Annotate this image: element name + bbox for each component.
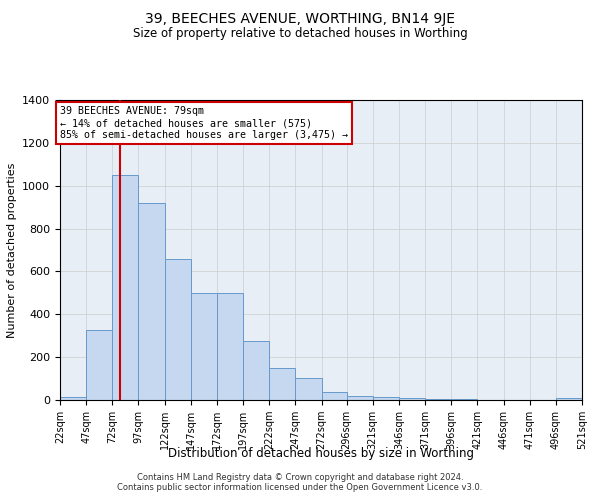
Bar	[373, 397, 399, 400]
Bar	[164, 258, 191, 400]
Bar	[322, 392, 347, 400]
Text: Contains HM Land Registry data © Crown copyright and database right 2024.
Contai: Contains HM Land Registry data © Crown c…	[118, 473, 482, 492]
Bar	[191, 293, 217, 400]
Text: Distribution of detached houses by size in Worthing: Distribution of detached houses by size …	[168, 448, 474, 460]
Y-axis label: Number of detached properties: Number of detached properties	[7, 162, 17, 338]
Bar	[295, 378, 322, 400]
Bar	[399, 398, 425, 400]
Bar	[86, 330, 112, 400]
Text: Size of property relative to detached houses in Worthing: Size of property relative to detached ho…	[133, 28, 467, 40]
Bar	[112, 175, 139, 400]
Bar	[556, 398, 582, 400]
Bar	[243, 341, 269, 400]
Text: 39, BEECHES AVENUE, WORTHING, BN14 9JE: 39, BEECHES AVENUE, WORTHING, BN14 9JE	[145, 12, 455, 26]
Bar	[217, 293, 243, 400]
Bar	[347, 396, 373, 400]
Bar	[60, 397, 86, 400]
Text: 39 BEECHES AVENUE: 79sqm
← 14% of detached houses are smaller (575)
85% of semi-: 39 BEECHES AVENUE: 79sqm ← 14% of detach…	[60, 106, 348, 140]
Bar	[269, 368, 295, 400]
Bar	[139, 203, 164, 400]
